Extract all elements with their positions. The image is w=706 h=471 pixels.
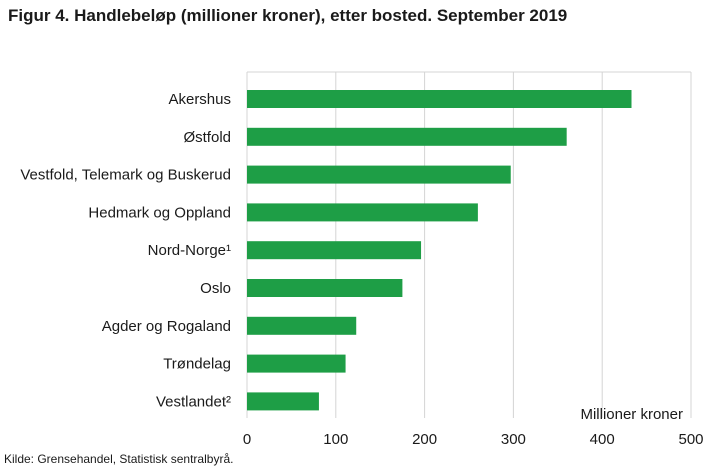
category-label: Vestfold, Telemark og Buskerud [20,167,231,184]
bar [247,127,567,146]
category-label: Akershus [168,91,231,108]
x-tick-label: 300 [501,431,526,448]
bar [247,279,403,297]
category-label: Hedmark og Oppland [88,204,231,221]
x-tick-label: 200 [412,431,437,448]
x-tick-label: 100 [323,431,348,448]
x-axis-label: Millioner kroner [580,406,683,423]
x-tick-label: 500 [678,431,703,448]
bar [247,241,422,260]
category-label: Nord-Norge¹ [148,242,231,259]
category-label: Østfold [183,129,231,146]
x-tick-label: 400 [590,431,615,448]
bar [247,90,632,108]
category-label: Oslo [200,280,231,297]
chart-title: Figur 4. Handlebeløp (millioner kroner),… [8,6,568,25]
bar-layer [247,90,632,411]
bar [247,165,511,184]
bar [247,316,357,335]
bar [247,203,478,222]
x-axis-ticks: 0 100 200 300 400 500 [243,431,704,448]
bar [247,392,319,411]
category-label: Vestlandet² [156,393,231,410]
source-note: Kilde: Grensehandel, Statistisk sentralb… [4,452,234,466]
bar [247,354,346,373]
category-label: Trøndelag [163,356,231,373]
category-labels: Akershus Østfold Vestfold, Telemark og Bus… [20,91,231,410]
x-tick-label: 0 [243,431,251,448]
category-label: Agder og Rogaland [102,318,231,335]
